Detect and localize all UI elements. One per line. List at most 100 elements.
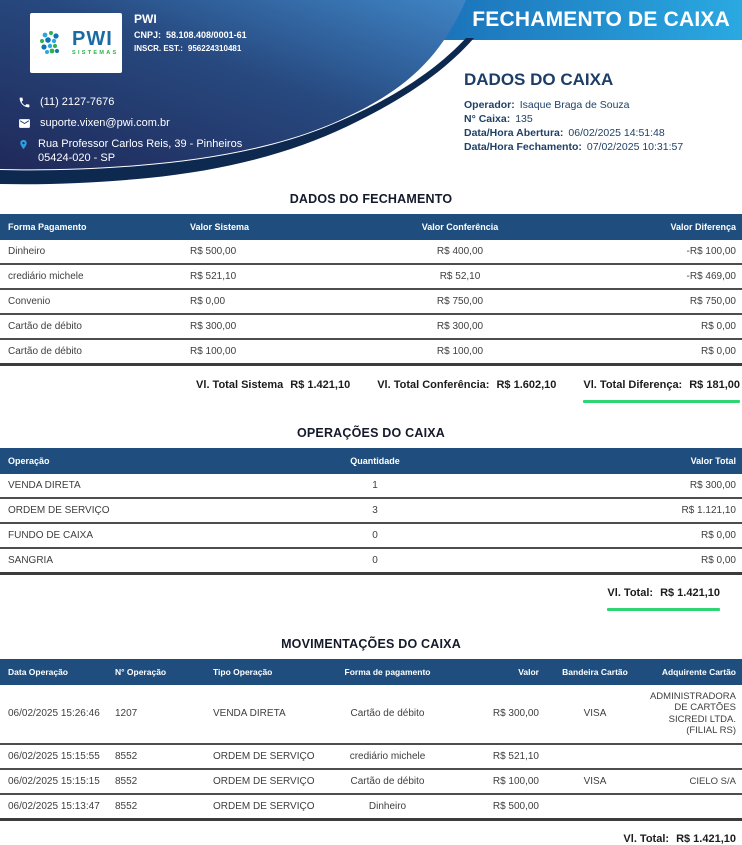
movimentacoes-total: Vl. Total: R$ 1.421,10 [623,832,736,845]
cell: R$ 0,00 [700,346,736,357]
table-header-row: Data Operação N° Operação Tipo Operação … [0,659,742,685]
company-info: PWI CNPJ: 58.108.408/0001-61 INSCR. EST.:… [134,12,247,53]
cell: R$ 750,00 [436,296,484,307]
table-row: crediário michele R$ 521,10 R$ 52,10 -R$ 46… [0,265,742,290]
col-header: Valor Conferência [421,222,499,232]
cell: Dinheiro [368,800,407,812]
cell: 0 [372,530,378,541]
col-header: Valor Total [690,456,736,466]
cell: crediário michele [349,750,426,762]
fechamento-totals: Vl. Total Sistema R$ 1.421,10 Vl. Total C… [0,379,742,403]
company-cnpj: CNPJ: 58.108.408/0001-61 [134,30,247,40]
cell: R$ 500,00 [190,246,237,257]
company-logo: PWI SISTEMAS [30,13,122,73]
cell: Cartão de débito [8,321,82,332]
cell: R$ 1.121,10 [681,505,737,516]
cell: 3 [372,505,378,516]
section-title: OPERAÇÕES DO CAIXA [296,426,446,440]
cell: R$ 100,00 [436,346,484,357]
numero-caixa-field: N° Caixa: 135 [464,112,533,125]
table-row: 06/02/2025 15:15:55 8552 ORDEM DE SERVIÇO c… [0,745,742,770]
total-sistema: Vl. Total Sistema R$ 1.421,10 [196,379,351,391]
cell: FUNDO DE CAIXA [8,530,94,541]
cell: R$ 300,00 [436,321,484,332]
address-text: Rua Professor Carlos Reis, 39 - Pinheiro… [38,138,243,164]
table-row: ORDEM DE SERVIÇO 3 R$ 1.121,10 [0,499,742,524]
col-header: N° Operação [115,667,167,677]
cell: ORDEM DE SERVIÇO [213,800,315,812]
cell: 06/02/2025 15:13:47 [8,800,100,812]
cell: SANGRIA [8,555,54,566]
table-header-row: Operação Quantidade Valor Total [0,448,742,474]
table-row: 06/02/2025 15:26:46 1207 VENDA DIRETA Cartã… [0,685,742,745]
col-header: Valor [518,667,539,677]
cell: 06/02/2025 15:15:15 [8,775,100,787]
operacoes-total: Vl. Total: R$ 1.421,10 [0,587,742,611]
cell [545,795,645,818]
cell: ORDEM DE SERVIÇO [213,750,315,762]
col-header: Forma de pagamento [344,667,431,677]
cell: Cartão de débito [8,346,82,357]
cell: VENDA DIRETA [8,480,81,491]
cell: ADMINISTRADORA DE CARTÕES SICREDI LTDA.(… [649,691,736,737]
company-inscricao: INSCR. EST.: 956224310481 [134,44,242,53]
cell [645,795,742,818]
cell: 1 [372,480,378,491]
table-row: VENDA DIRETA 1 R$ 300,00 [0,474,742,499]
table-row: 06/02/2025 15:13:47 8552 ORDEM DE SERVIÇO D… [0,795,742,821]
cell: R$ 100,00 [190,346,237,357]
cell: CIELO S/A [689,775,736,787]
cell: 8552 [115,750,138,762]
cell: R$ 400,00 [436,246,484,257]
col-header: Data Operação [8,667,68,677]
cell: VISA [583,775,607,787]
col-header: Quantidade [350,456,400,466]
table-row: Cartão de débito R$ 300,00 R$ 300,00 R$ 0,0… [0,315,742,340]
phone-row: (11) 2127-7676 [18,96,242,109]
col-header: Bandeira Cartão [562,667,628,677]
report-header: FECHAMENTO DE CAIXA PWI SISTEMAS PWI CNP… [0,0,742,186]
cell: R$ 0,00 [700,321,736,332]
cell: -R$ 100,00 [686,246,736,257]
cell: Cartão de débito [350,708,425,720]
location-pin-icon [20,139,27,150]
cell [645,745,742,768]
cell: 1207 [115,708,138,720]
section-dados-fechamento: DADOS DO FECHAMENTO Forma Pagamento Valo… [0,192,742,403]
cell: -R$ 469,00 [686,271,736,282]
fechamento-field: Data/Hora Fechamento: 07/02/2025 10:31:57 [464,140,684,153]
dados-do-caixa-title: DADOS DO CAIXA [464,70,614,89]
total-conferencia: Vl. Total Conferência: R$ 1.602,10 [377,379,557,391]
total-diferenca: Vl. Total Diferença: R$ 181,00 [583,379,740,403]
address-row: Rua Professor Carlos Reis, 39 - Pinheiro… [18,138,242,166]
cell: R$ 300,00 [689,480,736,491]
abertura-field: Data/Hora Abertura: 06/02/2025 14:51:48 [464,126,665,139]
contact-block: (11) 2127-7676 suporte.vixen@pwi.com.br … [18,96,242,174]
phone-text: (11) 2127-7676 [40,96,115,108]
logo-dots-icon [40,31,59,54]
cell: ORDEM DE SERVIÇO [213,775,315,787]
section-title: DADOS DO FECHAMENTO [289,192,453,206]
cell: R$ 100,00 [492,775,539,787]
email-text: suporte.vixen@pwi.com.br [40,117,170,129]
page-title: FECHAMENTO DE CAIXA [472,8,730,31]
section-title: MOVIMENTAÇÕES DO CAIXA [281,637,461,651]
cell: crediário michele [8,271,84,282]
cell: VISA [583,708,607,720]
cell: ORDEM DE SERVIÇO [8,505,110,516]
dados-do-caixa-block: DADOS DO CAIXA Operador: Isaque Braga de … [464,70,683,155]
email-row: suporte.vixen@pwi.com.br [18,117,242,130]
cell: Convenio [8,296,51,307]
report-page: FECHAMENTO DE CAIXA PWI SISTEMAS PWI CNP… [0,0,742,792]
cell: R$ 521,10 [190,271,237,282]
cell: 8552 [115,775,138,787]
cell: 06/02/2025 15:26:46 [8,708,100,720]
col-header: Operação [8,456,50,466]
cell: 0 [372,555,378,566]
cell: Cartão de débito [350,775,425,787]
cell: R$ 0,00 [700,555,736,566]
cell: R$ 750,00 [689,296,736,307]
cell [545,745,645,768]
cell: R$ 0,00 [700,530,736,541]
table-row: Convenio R$ 0,00 R$ 750,00 R$ 750,00 [0,290,742,315]
